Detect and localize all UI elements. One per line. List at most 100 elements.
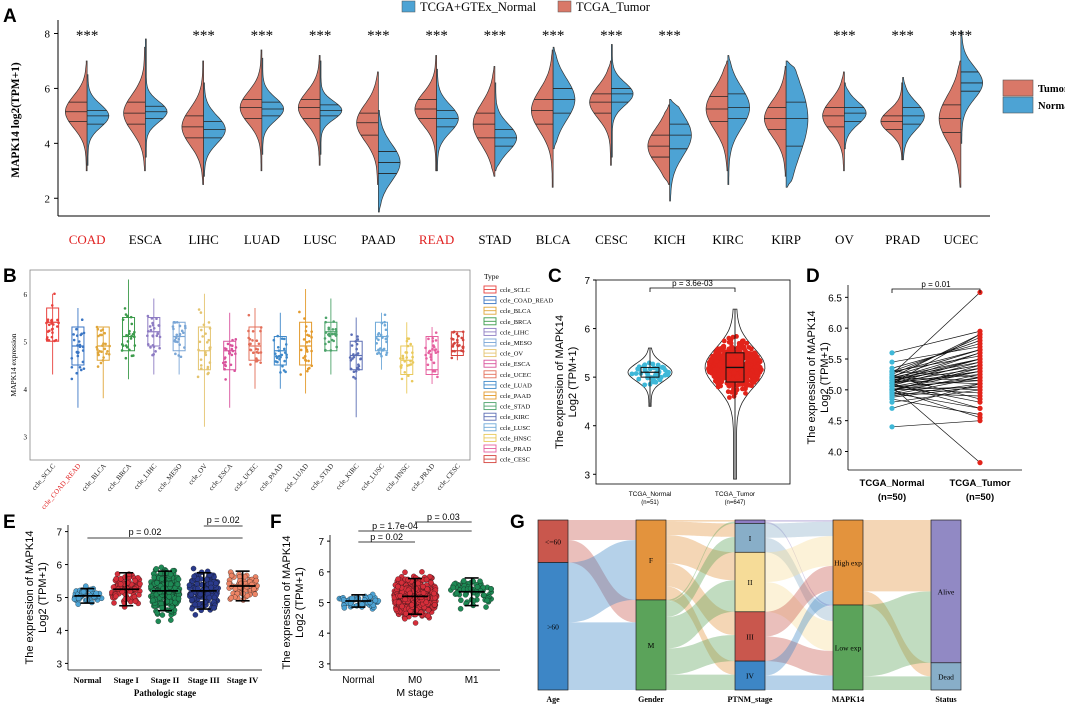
d-pair-line — [891, 346, 981, 363]
b-point — [249, 363, 252, 366]
b-point — [461, 330, 465, 334]
c-point — [748, 346, 754, 352]
f-point — [431, 590, 437, 597]
b-point — [107, 352, 111, 356]
g-flow — [666, 536, 735, 618]
b-ylabel: MAPK14 expression — [9, 333, 18, 396]
e-ytick-label: 5 — [56, 594, 62, 605]
b-point — [399, 357, 402, 360]
panel-e: 3 4 5 6 7 The expression of MAPK14 Log2 (TPM+1… — [24, 515, 262, 698]
c-ytick-label: 6 — [584, 325, 590, 336]
d-point-tumor — [977, 331, 983, 337]
c-ytick-label: 5 — [584, 373, 590, 384]
b-legend-item: ccle_COAD_READ — [500, 298, 553, 305]
g-stratum — [734, 611, 766, 662]
b-point — [425, 357, 428, 360]
b-point — [327, 340, 331, 344]
c-point — [645, 371, 651, 377]
b-point — [95, 345, 99, 349]
b-point — [70, 377, 74, 381]
b-point — [334, 330, 338, 333]
g-stratum — [734, 660, 766, 691]
b-point — [151, 334, 154, 337]
b-point — [130, 322, 134, 326]
c-point — [660, 364, 666, 370]
b-point — [225, 347, 228, 351]
b-point — [158, 335, 162, 339]
b-point — [327, 332, 331, 336]
a-violin-normal-COAD — [86, 74, 110, 166]
b-point — [248, 343, 251, 346]
c-point — [728, 340, 734, 346]
b-box-ccle_SCLC — [46, 307, 60, 342]
a-violin-tumor-PAAD — [356, 71, 379, 185]
a-legend-normal-label: TCGA+GTEx_Normal — [420, 0, 537, 14]
c-point — [738, 355, 743, 360]
e-point — [111, 600, 117, 606]
b-point — [156, 332, 160, 335]
b-xtick-ccle_PRAD: ccle_PRAD — [409, 462, 437, 493]
b-point — [306, 367, 310, 371]
b-point — [424, 346, 427, 350]
b-point — [234, 352, 237, 356]
g-stratum — [635, 599, 667, 691]
b-legend-item: ccle_ESCA — [500, 361, 531, 368]
e-point — [206, 594, 213, 601]
b-point — [208, 327, 212, 330]
b-point — [356, 352, 360, 355]
d-pair-line — [891, 377, 981, 396]
b-point — [324, 342, 327, 346]
b-point — [149, 346, 152, 349]
b-point — [251, 339, 254, 342]
b-point — [431, 369, 435, 373]
e-point — [175, 576, 182, 583]
a-ytick-label: 6 — [45, 83, 51, 95]
f-xtick-M0: M0 — [408, 675, 422, 686]
a-violin-tumor-BLCA — [531, 49, 554, 188]
b-legend-item: ccle_OV — [500, 351, 523, 358]
b-xtick-ccle_KIRC: ccle_KIRC — [334, 462, 361, 492]
c-point — [731, 370, 737, 376]
f-point — [395, 583, 401, 590]
c-point — [665, 372, 671, 378]
b-legend-item: ccle_UCEC — [500, 372, 531, 379]
g-flow — [765, 590, 833, 676]
a-legend-tumor-label: TCGA_Tumor — [576, 0, 651, 14]
c-point — [755, 356, 760, 362]
b-point — [79, 368, 83, 372]
b-point — [281, 364, 284, 368]
b-point — [121, 344, 125, 347]
f-pvalue: p = 1.7e-04 — [372, 521, 418, 531]
b-box-ccle_ESCA — [223, 340, 237, 371]
b-point — [324, 331, 328, 334]
e-point — [201, 599, 208, 606]
b-point — [82, 367, 86, 370]
b-point — [146, 329, 150, 333]
b-point — [155, 317, 158, 321]
b-point — [335, 333, 338, 336]
b-point — [279, 371, 282, 374]
b-point — [130, 334, 133, 338]
b-point — [304, 329, 308, 333]
e-ytick-label: 3 — [56, 659, 62, 670]
g-flow — [765, 636, 833, 676]
a-ytick-label: 2 — [45, 193, 51, 205]
b-point — [133, 344, 137, 347]
f-ylabel-line2: Log2 (TPM+1) — [294, 567, 306, 638]
e-point — [159, 612, 166, 618]
d-pair-line — [891, 364, 981, 381]
a-significance-LUSC: *** — [309, 28, 332, 44]
b-xtick-ccle_STAD: ccle_STAD — [308, 462, 335, 492]
c-point — [754, 364, 760, 369]
g-flow — [863, 591, 931, 677]
c-point — [743, 390, 748, 396]
a-violin-normal-PRAD — [902, 77, 925, 161]
e-xtick-Normal: Normal — [73, 675, 101, 685]
g-stratum — [832, 604, 864, 691]
b-point — [282, 337, 286, 341]
b-xtick-ccle_LIHC: ccle_LIHC — [132, 462, 158, 491]
f-ytick-label: 4 — [318, 629, 324, 640]
d-point-normal — [889, 369, 895, 376]
b-point — [51, 331, 54, 334]
b-plot-frame — [29, 269, 471, 461]
